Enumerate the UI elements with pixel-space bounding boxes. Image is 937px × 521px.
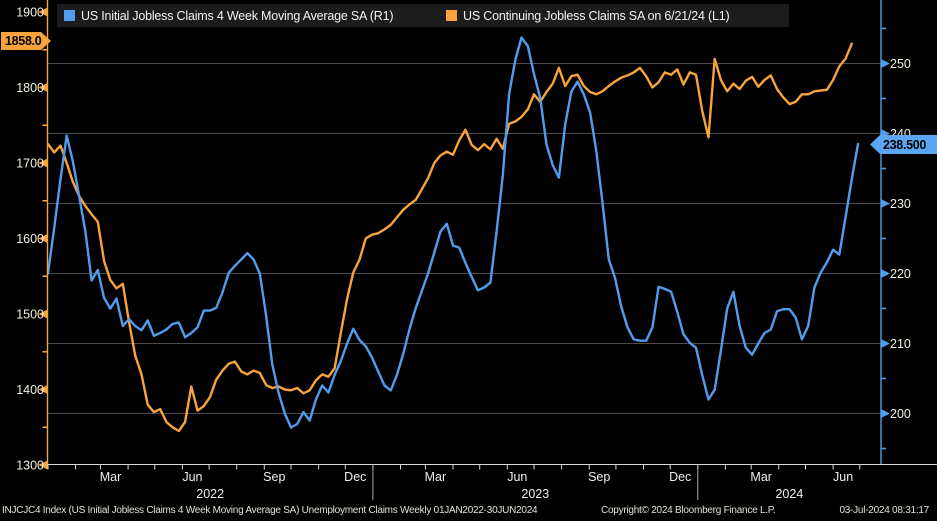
month-label: Jun (182, 470, 202, 484)
month-label: Sep (588, 470, 610, 484)
month-label: Mar (100, 470, 122, 484)
right-axis-tick (881, 339, 890, 348)
footer-bar: INJCJC4 Index (US Initial Jobless Claims… (0, 502, 937, 521)
year-label: 2022 (196, 487, 224, 501)
left-axis-label: 1300 (16, 459, 44, 473)
month-label: Mar (425, 470, 447, 484)
right-axis-tick (881, 409, 890, 418)
month-label: Dec (669, 470, 691, 484)
left-axis-label: 1400 (16, 383, 44, 397)
month-label: Jun (833, 470, 853, 484)
right-axis-label: 220 (890, 267, 911, 281)
right-axis-label: 200 (890, 407, 911, 421)
month-label: Sep (263, 470, 285, 484)
right-axis-tick (881, 269, 890, 278)
blue-series-swatch-icon (64, 10, 75, 21)
left-axis-label: 1800 (16, 81, 44, 95)
last-value-badge-right: 238.500 (870, 135, 937, 154)
right-axis-tick (881, 199, 890, 208)
left-axis-tick (38, 460, 48, 470)
left-axis-tick (38, 7, 48, 17)
left-axis-label: 1500 (16, 308, 44, 322)
left-axis-label: 1600 (16, 232, 44, 246)
right-axis-label: 250 (890, 57, 911, 71)
year-label: 2024 (775, 487, 803, 501)
left-axis-tick (38, 309, 48, 319)
year-label: 2023 (521, 487, 549, 501)
right-axis-tick (881, 59, 890, 68)
footer-copyright: Copyright© 2024 Bloomberg Finance L.P. (601, 505, 776, 516)
series-line-initial-claims (46, 36, 860, 429)
left-axis-tick (38, 234, 48, 243)
legend-item-label: US Continuing Jobless Claims SA on 6/21/… (463, 8, 730, 23)
left-axis-tick (38, 385, 48, 394)
legend-item-continuing-claims[interactable]: US Continuing Jobless Claims SA on 6/21/… (440, 4, 735, 27)
series-line-continuing-claims (46, 42, 853, 433)
legend-item-label: US Initial Jobless Claims 4 Week Moving … (81, 8, 394, 23)
last-value-badge-left: 1858.0 (1, 32, 51, 50)
orange-series-swatch-icon (446, 10, 457, 21)
left-axis-tick (38, 83, 48, 92)
month-label: Dec (344, 470, 366, 484)
right-axis-label: 210 (890, 337, 911, 351)
left-axis-label: 1700 (16, 157, 44, 171)
legend: US Initial Jobless Claims 4 Week Moving … (57, 4, 789, 27)
footer-ticker-text: INJCJC4 Index (US Initial Jobless Claims… (2, 505, 538, 516)
month-label: Jun (507, 470, 527, 484)
legend-item-initial-claims[interactable]: US Initial Jobless Claims 4 Week Moving … (57, 4, 440, 27)
month-label: Mar (750, 470, 772, 484)
right-axis-label: 230 (890, 197, 911, 211)
footer-timestamp: 03-Jul-2024 08:31:17 (839, 505, 929, 516)
left-axis-label: 1900 (16, 6, 44, 20)
left-axis-tick (38, 158, 48, 168)
